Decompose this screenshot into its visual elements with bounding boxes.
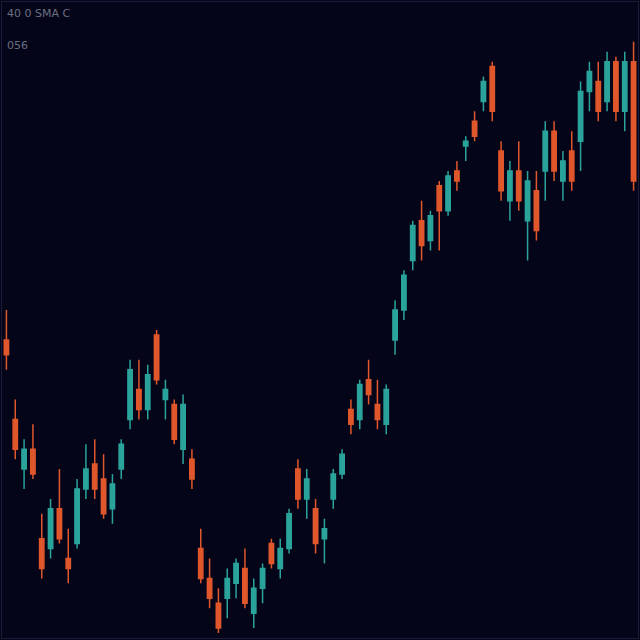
svg-text:056: 056 [7,39,28,52]
svg-text:40 0 SMA C: 40 0 SMA C [7,7,70,20]
